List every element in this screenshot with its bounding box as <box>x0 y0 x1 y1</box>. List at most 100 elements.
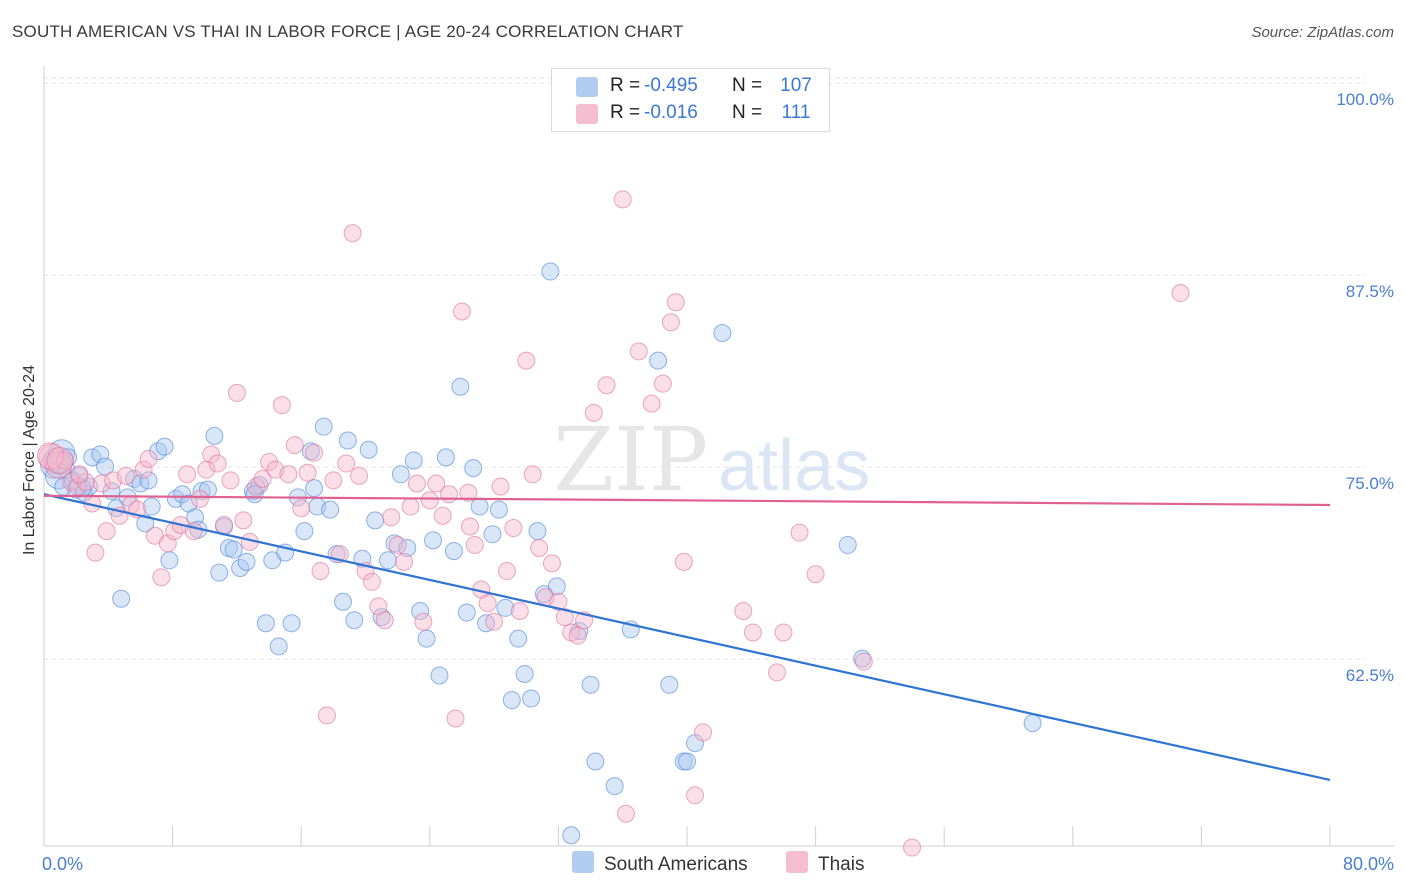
data-point-south-americans <box>464 459 483 478</box>
data-point-thais <box>734 601 753 620</box>
legend-n-value: 111 <box>781 102 811 123</box>
data-point-south-americans <box>424 531 443 550</box>
data-point-thais <box>362 572 381 591</box>
legend-swatch-blue <box>576 77 598 97</box>
trend-line-south-americans <box>43 493 1331 782</box>
trend-line-thais <box>43 494 1331 507</box>
data-point-thais <box>555 608 574 627</box>
data-point-south-americans <box>282 614 301 633</box>
data-point-south-americans <box>301 442 320 461</box>
data-point-south-americans <box>470 497 489 516</box>
legend-label: South Americans <box>604 854 748 875</box>
data-point-south-americans <box>430 666 449 685</box>
data-point-thais <box>497 562 516 581</box>
data-point-south-americans <box>305 479 324 498</box>
data-point-south-americans <box>451 377 470 396</box>
data-point-south-americans <box>173 485 192 504</box>
data-point-thais <box>613 190 632 209</box>
data-point-thais <box>116 466 135 485</box>
data-point-south-americans <box>314 417 333 436</box>
data-point-south-americans <box>489 500 508 519</box>
data-point-thais <box>674 552 693 571</box>
data-point-thais <box>375 611 394 630</box>
legend-r-label: R = <box>610 102 641 123</box>
x-tick-label-max: 80.0% <box>1342 854 1394 874</box>
data-point-thais <box>279 465 298 484</box>
y-tick-label: 100.0% <box>1336 90 1394 110</box>
data-point-south-americans <box>321 500 340 519</box>
data-point-south-americans <box>541 262 560 281</box>
data-point-thais <box>298 463 317 482</box>
data-point-thais <box>305 443 324 462</box>
data-point-south-americans <box>678 752 696 771</box>
data-point-thais <box>774 623 793 642</box>
data-point-thais <box>395 552 414 571</box>
data-point-thais <box>686 786 705 805</box>
data-point-south-americans <box>142 497 161 516</box>
legend-label: Thais <box>818 854 865 875</box>
data-point-south-americans <box>205 426 224 445</box>
data-point-thais <box>666 293 685 312</box>
y-tick-label: 62.5% <box>1345 666 1394 686</box>
chart-title: SOUTH AMERICAN VS THAI IN LABOR FORCE | … <box>12 22 684 41</box>
data-point-south-americans <box>224 540 243 559</box>
legend-r-label: R = <box>610 75 641 96</box>
correlation-legend: R = -0.495 N = 107 R = -0.016 N = 111 <box>551 68 830 132</box>
data-point-south-americans <box>136 514 155 533</box>
data-point-south-americans <box>457 603 476 622</box>
data-point-south-americans <box>295 522 314 541</box>
x-tick-label-min: 0.0% <box>42 854 84 874</box>
data-point-thais <box>382 508 401 527</box>
data-point-thais <box>597 376 616 395</box>
data-point-south-americans <box>139 471 158 490</box>
data-point-thais <box>460 517 479 536</box>
data-point-south-americans <box>509 629 528 648</box>
data-point-south-americans <box>528 522 547 541</box>
data-point-south-americans <box>192 482 211 501</box>
legend-n-value: 107 <box>780 75 812 96</box>
data-point-south-americans <box>411 601 430 620</box>
data-point-thais <box>903 838 922 857</box>
data-point-thais <box>854 652 873 671</box>
data-point-thais <box>92 474 111 493</box>
data-point-thais <box>260 453 279 471</box>
data-point-south-americans <box>605 777 624 796</box>
data-point-thais <box>510 601 529 620</box>
data-point-south-americans <box>562 826 581 845</box>
data-point-south-americans <box>522 689 541 708</box>
data-point-thais <box>285 436 304 455</box>
data-point-south-americans <box>379 551 398 570</box>
data-point-thais <box>202 445 221 464</box>
data-point-south-americans <box>256 614 275 633</box>
data-point-south-americans <box>404 451 423 470</box>
data-point-thais <box>653 374 672 393</box>
data-point-south-americans <box>391 465 410 484</box>
data-point-south-americans <box>581 675 600 694</box>
data-point-thais <box>86 543 105 562</box>
data-point-thais <box>790 523 809 542</box>
data-point-thais <box>530 539 549 558</box>
data-point-thais <box>70 465 89 484</box>
watermark-zip: ZIP <box>553 408 708 511</box>
data-point-south-americans <box>359 440 378 459</box>
data-point-south-americans <box>269 637 288 656</box>
data-point-thais <box>343 224 362 243</box>
data-point-south-americans <box>345 611 364 630</box>
data-point-thais <box>661 313 680 332</box>
data-point-thais <box>616 804 635 823</box>
data-point-thais <box>478 594 497 613</box>
data-point-thais <box>806 565 825 584</box>
data-point-south-americans <box>366 511 385 530</box>
data-point-thais <box>768 663 787 682</box>
data-point-thais <box>549 592 568 611</box>
legend-r-value: -0.495 <box>644 75 698 96</box>
data-point-thais <box>139 449 158 468</box>
data-point-thais <box>584 403 603 422</box>
data-point-thais <box>407 474 426 493</box>
data-point-south-americans <box>483 525 502 544</box>
data-point-thais <box>694 723 713 742</box>
data-point-thais <box>178 465 197 484</box>
data-point-south-americans <box>245 485 264 504</box>
data-point-south-americans <box>149 442 168 461</box>
legend-swatch-pink <box>576 104 598 124</box>
